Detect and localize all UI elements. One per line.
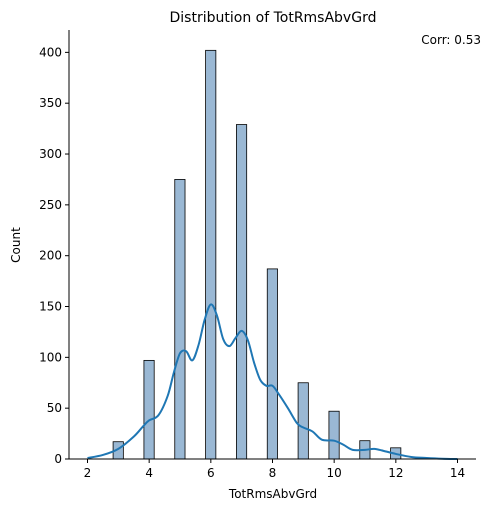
y-tick-label: 400 [39,45,62,59]
x-tick-label: 14 [450,466,465,480]
bar-6 [297,382,309,460]
y-axis-label: Count [9,227,23,263]
y-tick-label: 150 [39,300,62,314]
axes-group: 2 4 6 8 10 12 14 0 50 100 150 200 250 300 350 400 [39,30,476,480]
y-tick-label: 250 [39,198,62,212]
chart-title: Distribution of TotRmsAbvGrd [170,10,377,26]
y-tick-label: 100 [39,350,62,364]
bar-3 [205,49,217,460]
x-tick-label: 2 [84,466,92,480]
x-axis-label: TotRmsAbvGrd [228,487,317,501]
x-tick-label: 12 [388,466,403,480]
y-tick-label: 200 [39,249,62,263]
x-tick-label: 8 [269,466,277,480]
bar-1 [143,359,155,460]
y-tick-label: 50 [47,401,62,415]
bar-4 [236,124,248,460]
y-tick-label: 0 [54,452,62,466]
corr-annotation: Corr: 0.53 [421,33,481,47]
x-tick-label: 4 [145,466,153,480]
y-tick-label: 300 [39,147,62,161]
x-tick-label: 10 [327,466,342,480]
kde-line [87,303,458,460]
y-tick-label: 350 [39,96,62,110]
bars-group [112,49,402,460]
bar-5 [266,268,278,460]
x-tick-label: 6 [207,466,215,480]
bar-2 [174,179,186,460]
bar-7 [328,410,340,460]
